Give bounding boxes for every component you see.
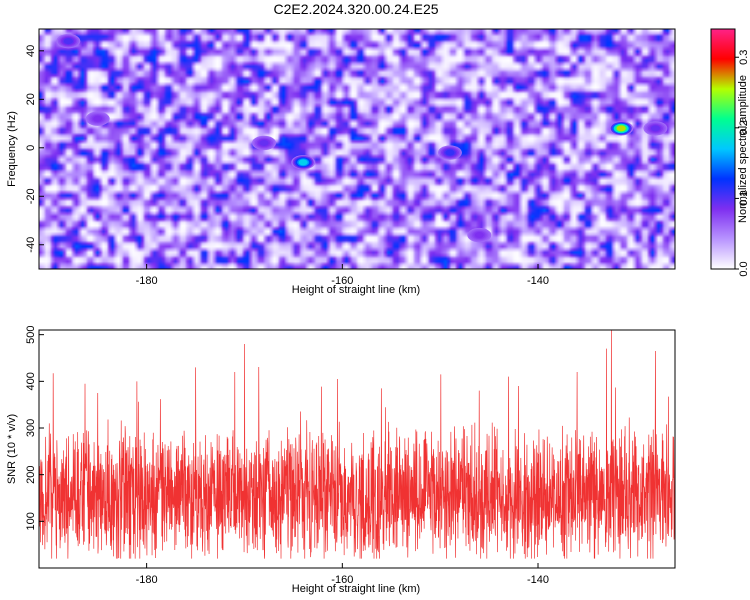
snr-y-tick-label: 500: [25, 325, 37, 343]
colorbar-label: Normalized spectral amplitude: [737, 75, 749, 223]
snr-frame: [38, 329, 676, 569]
snr-panel: -180 -160 -140 100 200 300 400 500 Height of s…: [6, 325, 676, 595]
heatmap-peak: [298, 159, 308, 166]
snr-x-tick-label: -180: [136, 574, 158, 586]
snr-x-tick-label: -140: [527, 574, 549, 586]
heatmap-peak: [616, 125, 626, 132]
heatmap-x-tick-label: -180: [136, 275, 158, 287]
snr-x-ticks: -180 -160 -140: [136, 563, 549, 586]
colorbar-tick-label: 0.2: [738, 120, 750, 135]
heatmap-peaks: [56, 33, 668, 243]
heatmap-y-tick-label: 20: [25, 93, 37, 105]
heatmap-y-axis-label: Frequency (Hz): [6, 111, 18, 187]
heatmap-peak: [445, 149, 455, 156]
heatmap-y-tick-label: -20: [25, 188, 37, 204]
colorbar: 0.0 0.1 0.2 0.3 Normalized spectral amplitu…: [710, 28, 750, 277]
heatmap-y-tick-label: -40: [25, 237, 37, 253]
heatmap-peak: [63, 38, 73, 45]
snr-y-tick-label: 300: [25, 419, 37, 437]
heatmap-y-tick-label: 40: [25, 45, 37, 57]
colorbar-strip: [710, 28, 736, 270]
snr-series-line: [39, 330, 675, 559]
heatmap-panel: -180 -160 -140 40 20 0 -20 -40 Height of strai…: [6, 28, 676, 296]
heatmap-peak: [650, 125, 660, 132]
chart-title: C2E2.2024.320.00.24.E25: [273, 1, 438, 17]
heatmap-peak: [93, 115, 103, 122]
snr-y-tick-label: 100: [25, 512, 37, 530]
snr-y-tick-label: 200: [25, 465, 37, 483]
heatmap-frame: [38, 28, 676, 270]
heatmap-y-tick-label: 0: [25, 145, 37, 151]
colorbar-ticks: 0.0 0.1 0.2 0.3: [735, 50, 750, 277]
heatmap-peak: [474, 232, 484, 239]
snr-x-tick-label: -160: [331, 574, 353, 586]
heatmap-image: [39, 29, 675, 269]
heatmap-y-ticks: 40 20 0 -20 -40: [25, 45, 44, 253]
snr-x-axis-label: Height of straight line (km): [292, 583, 420, 595]
snr-y-ticks: 100 200 300 400 500: [25, 325, 44, 531]
snr-y-axis-label: SNR (10 * v/v): [6, 414, 18, 484]
snr-y-tick-label: 400: [25, 372, 37, 390]
colorbar-tick-label: 0.3: [738, 50, 750, 65]
heatmap-peak: [259, 139, 269, 146]
heatmap-x-tick-label: -160: [331, 275, 353, 287]
heatmap-x-axis-label: Height of straight line (km): [292, 284, 420, 296]
colorbar-tick-label: 0.0: [738, 261, 750, 276]
heatmap-x-ticks: -180 -160 -140: [136, 264, 549, 287]
heatmap-x-tick-label: -140: [527, 275, 549, 287]
colorbar-tick-label: 0.1: [738, 191, 750, 206]
